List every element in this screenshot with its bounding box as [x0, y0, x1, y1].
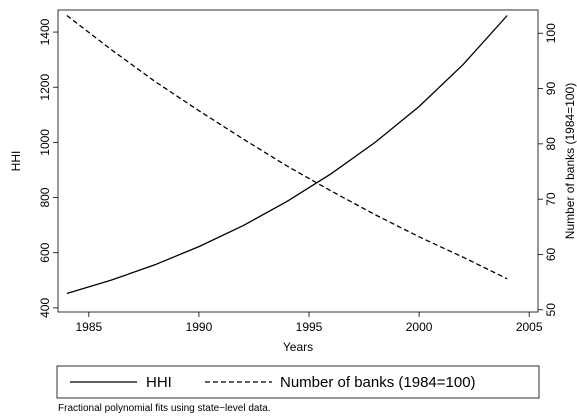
y-left-tick-label: 1200: [38, 74, 52, 101]
y-right-tick-label: 70: [544, 192, 558, 206]
y-left-tick-label: 1000: [38, 129, 52, 156]
y-left-axis-title: HHI: [9, 151, 23, 172]
series-layer: [66, 14, 508, 295]
y-right-axis: 50 60 70 80 90 100: [538, 23, 558, 317]
y-right-axis-title: Number of banks (1984=100): [563, 83, 577, 239]
y-right-tick-label: 50: [544, 303, 558, 317]
y-right-tick-label: 60: [544, 247, 558, 261]
x-tick-label: 1995: [296, 320, 323, 334]
y-left-axis: 400 600 800 1000 1200 1400: [38, 18, 58, 318]
legend-box: [56, 365, 540, 399]
y-left-tick-label: 800: [38, 187, 52, 207]
series-line-number-of-banks: [66, 14, 508, 280]
y-left-tick-label: 400: [38, 298, 52, 318]
y-right-tick-label: 90: [544, 82, 558, 96]
x-tick-label: 2005: [516, 320, 543, 334]
x-tick-label: 1990: [186, 320, 213, 334]
x-axis: 1985 1990 1995 2000 2005: [75, 312, 543, 334]
y-right-tick-label: 80: [544, 137, 558, 151]
y-left-tick-label: 1400: [38, 18, 52, 45]
y-left-tick-label: 600: [38, 242, 52, 262]
legend-label-hhi: HHI: [146, 374, 172, 391]
chart-note: Fractional polynomial fits using state−l…: [58, 403, 271, 414]
plot-area-border: [57, 9, 539, 313]
legend: HHI Number of banks (1984=100): [56, 365, 540, 399]
x-axis-title: Years: [283, 340, 313, 354]
y-right-tick-label: 100: [544, 23, 558, 43]
x-tick-label: 2000: [406, 320, 433, 334]
x-tick-label: 1985: [75, 320, 102, 334]
series-line-hhi: [66, 15, 508, 295]
legend-label-number-of-banks: Number of banks (1984=100): [280, 374, 476, 391]
plot-frame: [57, 9, 539, 313]
